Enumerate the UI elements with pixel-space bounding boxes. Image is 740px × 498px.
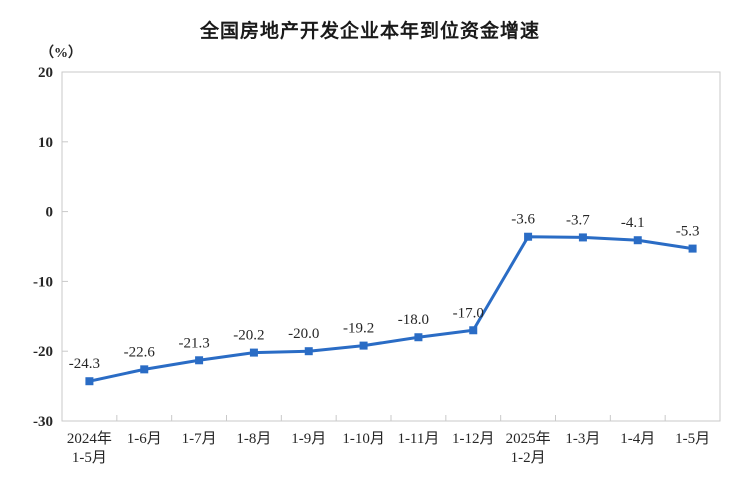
x-tick-label: 1-12月 — [452, 431, 495, 447]
x-tick-label: 1-7月 — [182, 431, 217, 447]
data-label: -18.0 — [398, 312, 429, 328]
x-tick-label: 1-5月 — [675, 431, 710, 447]
data-label: -17.0 — [453, 305, 484, 321]
data-label: -21.3 — [178, 335, 209, 351]
y-axis-unit-label: （%） — [40, 46, 82, 61]
plot-border — [61, 71, 721, 422]
data-label: -22.6 — [124, 344, 156, 360]
y-tick-label: -20 — [33, 344, 53, 360]
data-label: -4.1 — [621, 215, 645, 231]
data-label: -5.3 — [676, 224, 700, 240]
data-point — [249, 348, 258, 357]
data-labels: -24.3 -22.6 -21.3 -20.2 -20.0 -19.2 -18.0 -17.0… — [69, 212, 700, 372]
y-tick-label: -10 — [33, 274, 53, 290]
x-axis-labels: 2024年 1-5月 1-6月 1-7月 1-8月 1-9月 1-10月 1-11月 1-12月… — [67, 430, 710, 466]
x-tick-label: 1-9月 — [291, 431, 326, 447]
chart-title: 全国房地产开发企业本年到位资金增速 — [199, 21, 540, 42]
data-point — [85, 377, 94, 386]
y-tick-label: -30 — [33, 414, 53, 430]
data-point — [414, 333, 423, 342]
data-label: -24.3 — [69, 356, 100, 372]
data-point — [633, 236, 642, 245]
data-label: -20.2 — [233, 328, 264, 344]
x-tick-label: 1-2月 — [511, 450, 546, 466]
y-tick-label: 10 — [38, 135, 53, 151]
y-tick-label: 0 — [46, 205, 54, 221]
data-label: -3.6 — [511, 212, 535, 228]
data-point — [524, 232, 533, 241]
data-line — [87, 235, 695, 383]
y-axis-labels: 20 10 0 -10 -20 -30 — [33, 65, 53, 430]
data-point — [469, 326, 478, 335]
x-axis-ticks — [116, 415, 666, 421]
data-point — [688, 244, 697, 253]
x-tick-label: 1-10月 — [342, 431, 385, 447]
x-tick-label: 2025年 — [506, 430, 551, 447]
data-point — [195, 356, 204, 365]
x-tick-label: 1-8月 — [236, 431, 271, 447]
x-tick-label: 1-3月 — [565, 431, 600, 447]
data-point — [578, 233, 587, 242]
x-tick-label: 1-6月 — [127, 431, 162, 447]
data-point — [140, 365, 149, 374]
y-axis-ticks — [62, 141, 68, 352]
x-tick-label: 1-5月 — [72, 450, 107, 466]
x-tick-label: 2024年 — [67, 430, 112, 447]
x-tick-label: 1-4月 — [620, 431, 655, 447]
data-label: -20.0 — [288, 326, 319, 342]
y-tick-label: 20 — [38, 65, 53, 81]
data-point — [304, 347, 313, 356]
data-point — [359, 341, 368, 350]
data-points — [85, 232, 697, 386]
x-tick-label: 1-11月 — [397, 431, 439, 447]
data-label: -19.2 — [343, 321, 374, 337]
data-label: -3.7 — [566, 212, 590, 228]
